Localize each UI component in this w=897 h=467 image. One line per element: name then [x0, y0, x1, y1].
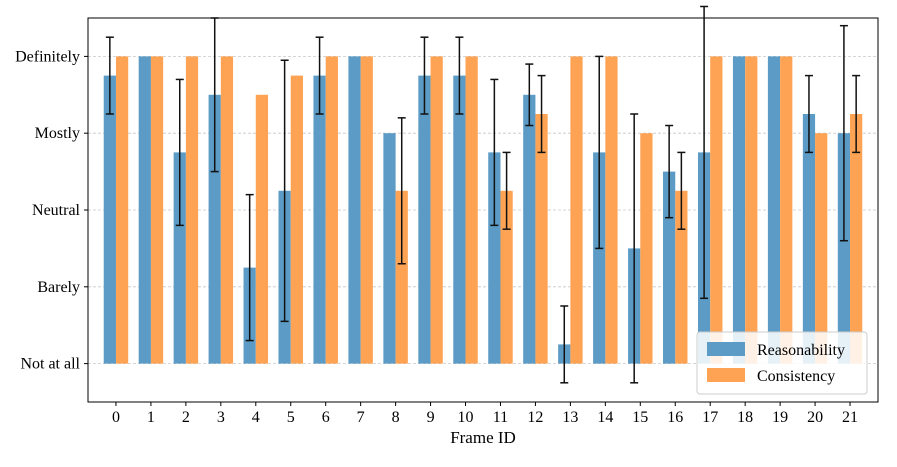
grid-lines	[88, 56, 878, 365]
y-axis-ticks: Not at all Barely Neutral Mostly Definitely	[15, 48, 88, 373]
bar-reasonability	[837, 133, 851, 364]
bar-consistency	[430, 56, 443, 364]
error-bar-reasonability	[245, 193, 254, 342]
error-bar-consistency	[852, 74, 861, 154]
bar-consistency	[150, 56, 164, 364]
x-tick-label: 13	[562, 409, 578, 426]
bar-consistency	[325, 56, 338, 364]
y-tick-label: Mostly	[35, 125, 80, 142]
bar-consistency	[185, 56, 199, 364]
x-tick-label: 16	[667, 409, 683, 426]
x-tick-label: 20	[807, 409, 823, 426]
error-bar-consistency	[537, 74, 546, 154]
bar-reasonability	[383, 133, 396, 364]
bars	[103, 56, 863, 364]
error-bars	[105, 5, 861, 384]
error-bar-reasonability	[105, 36, 114, 115]
bar-consistency	[850, 114, 863, 364]
legend-label: Consistency	[757, 368, 835, 385]
x-tick-label: 3	[217, 409, 225, 426]
bar-reasonability	[103, 75, 116, 364]
legend: Reasonability Consistency	[696, 331, 868, 395]
bar-reasonability	[313, 75, 326, 364]
error-bar-consistency	[502, 151, 511, 230]
bar-consistency	[605, 56, 618, 364]
bar-consistency	[220, 56, 234, 364]
bar-consistency	[115, 56, 129, 364]
error-bar-reasonability	[630, 113, 639, 384]
x-tick-label: 18	[737, 409, 753, 426]
legend-swatch	[707, 342, 745, 356]
bar-reasonability	[732, 56, 746, 364]
x-axis-label: Frame ID	[450, 428, 516, 447]
x-tick-label: 11	[493, 409, 508, 426]
bar-consistency	[710, 56, 723, 364]
x-tick-label: 15	[632, 409, 648, 426]
bar-reasonability	[173, 152, 186, 364]
bar-reasonability	[138, 56, 151, 364]
error-bar-reasonability	[280, 59, 289, 323]
bar-consistency	[780, 56, 793, 364]
bar-consistency	[535, 114, 548, 364]
x-axis-ticks: 0 1 2 3 4 5 6 7 8 9 10 11 12 13 14 15 16 17 18 19 20 21	[112, 402, 858, 426]
bar-consistency	[395, 190, 408, 364]
x-tick-label: 1	[147, 409, 155, 426]
error-bar-reasonability	[175, 78, 184, 227]
x-tick-label: 10	[458, 409, 474, 426]
bar-consistency	[815, 133, 828, 364]
error-bar-reasonability	[455, 36, 464, 115]
x-tick-label: 9	[427, 409, 435, 426]
error-bar-reasonability	[595, 55, 604, 250]
bar-consistency	[465, 56, 478, 364]
bar-reasonability	[453, 75, 466, 364]
bar-reasonability	[593, 152, 606, 364]
y-tick-label: Not at all	[20, 356, 80, 373]
legend-label: Reasonability	[757, 342, 845, 359]
x-tick-label: 19	[772, 409, 788, 426]
bar-consistency	[500, 190, 513, 364]
bar-consistency	[745, 56, 758, 364]
bar-consistency	[290, 75, 303, 364]
bar-consistency	[255, 94, 269, 364]
error-bar-consistency	[677, 151, 686, 230]
error-bar-reasonability	[700, 5, 709, 300]
x-tick-label: 6	[322, 409, 330, 426]
error-bar-reasonability	[525, 63, 534, 127]
error-bar-reasonability	[420, 36, 429, 115]
x-tick-label: 17	[702, 409, 718, 426]
x-tick-label: 0	[112, 409, 120, 426]
bar-consistency	[675, 190, 688, 364]
y-tick-label: Neutral	[32, 202, 81, 219]
x-tick-label: 21	[842, 409, 858, 426]
x-tick-label: 5	[287, 409, 295, 426]
legend-swatch	[707, 368, 745, 382]
error-bar-reasonability	[315, 36, 324, 115]
x-tick-label: 12	[527, 409, 543, 426]
error-bar-reasonability	[490, 78, 499, 227]
bar-reasonability	[802, 114, 816, 364]
error-bar-reasonability	[665, 124, 674, 219]
bar-reasonability	[767, 56, 781, 364]
bar-reasonability	[488, 152, 501, 364]
bar-consistency	[360, 56, 373, 364]
bar-consistency	[640, 133, 653, 364]
y-tick-label: Definitely	[15, 48, 80, 65]
bar-reasonability	[663, 171, 676, 364]
error-bar-reasonability	[839, 24, 848, 242]
bar-reasonability	[208, 94, 221, 364]
y-tick-label: Barely	[37, 279, 80, 296]
x-tick-label: 4	[252, 409, 260, 426]
x-tick-label: 7	[357, 409, 365, 426]
error-bar-consistency	[397, 117, 406, 265]
x-tick-label: 14	[597, 409, 613, 426]
error-bar-reasonability	[560, 305, 569, 384]
error-bar-reasonability	[804, 74, 813, 154]
bar-reasonability	[418, 75, 431, 364]
bar-consistency	[570, 56, 583, 364]
x-tick-label: 8	[392, 409, 400, 426]
bar-reasonability	[348, 56, 361, 364]
bar-reasonability	[523, 94, 536, 364]
x-tick-label: 2	[182, 409, 190, 426]
